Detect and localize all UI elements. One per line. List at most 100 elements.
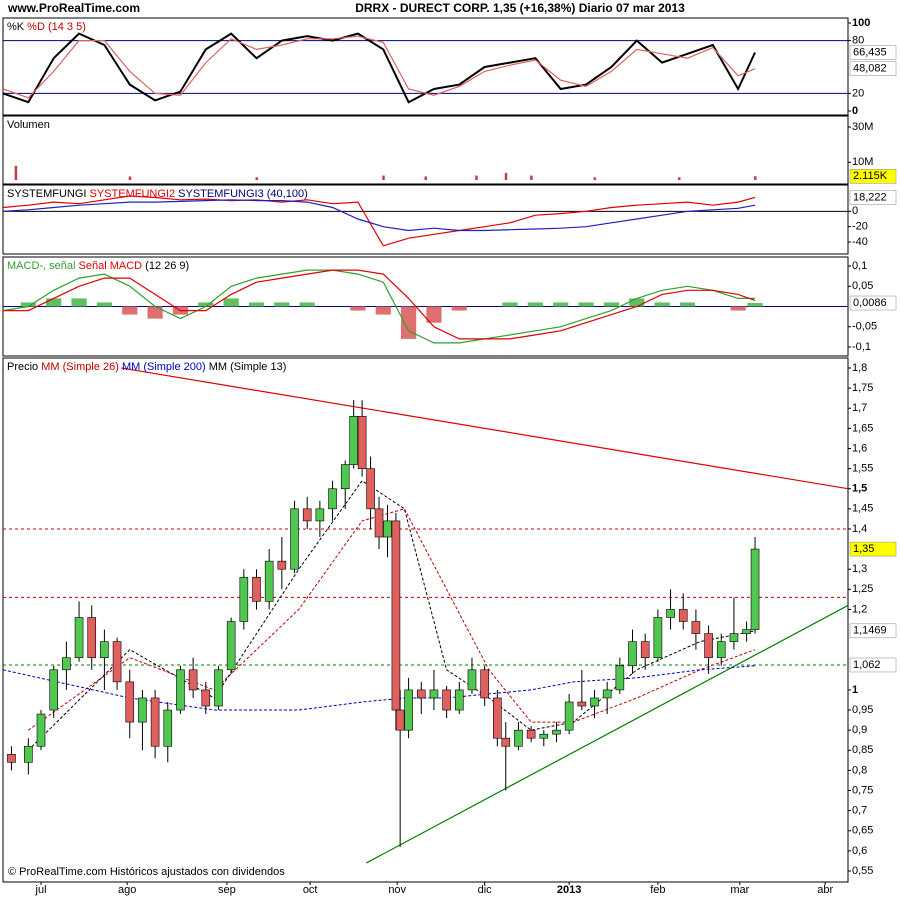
candle-body xyxy=(501,737,511,747)
histogram-bar xyxy=(747,303,763,307)
histogram-bar xyxy=(451,306,467,311)
candle-body xyxy=(653,617,663,659)
title-part: MM (Simple 200) xyxy=(122,361,209,373)
panel-title: MACD-, señal Señal MACD (12 26 9) xyxy=(7,260,189,272)
x-tick-label: jul xyxy=(35,884,47,896)
last-value-label-bg xyxy=(849,169,897,184)
candle-body xyxy=(467,669,477,691)
histogram-bar xyxy=(20,302,36,307)
last-value-label-bg xyxy=(849,61,897,76)
candle-body xyxy=(100,641,109,659)
histogram-bar xyxy=(603,302,620,307)
candle-body xyxy=(640,641,650,659)
candle-body xyxy=(750,548,760,630)
volume-bar xyxy=(382,175,385,180)
histogram-bar xyxy=(299,302,315,307)
site-link[interactable]: www.ProRealTime.com xyxy=(7,1,140,15)
histogram-bar xyxy=(198,302,214,307)
last-value-label-group: 18,222 xyxy=(849,190,897,205)
last-value-label: 66,435 xyxy=(853,46,887,58)
candle-body xyxy=(7,754,16,763)
candle-body xyxy=(49,669,59,711)
histogram-bar xyxy=(679,302,696,307)
y-tick-label: 80 xyxy=(852,35,864,47)
candle-body xyxy=(514,729,523,747)
volume-bar xyxy=(14,165,18,180)
histogram-bar xyxy=(502,302,518,307)
last-value-label-group: 2.115K xyxy=(849,169,897,184)
last-value-label-bg xyxy=(849,623,897,639)
last-value-label: 2.115K xyxy=(853,170,888,182)
candle-body xyxy=(539,733,549,739)
candle-body xyxy=(429,689,439,699)
panel-frame xyxy=(2,357,849,883)
candle-body xyxy=(138,697,147,723)
y-tick-label: 0,65 xyxy=(852,825,873,837)
y-tick-label: 0,85 xyxy=(852,744,873,756)
candle-body xyxy=(742,629,751,634)
y-tick-label: 0,7 xyxy=(852,805,867,817)
series-line xyxy=(3,32,756,104)
candle-body xyxy=(302,508,312,522)
last-value-label: 48,082 xyxy=(853,63,887,75)
candle-body xyxy=(404,689,413,731)
candle-body xyxy=(226,621,236,671)
volume-bar xyxy=(475,175,478,180)
candle-body xyxy=(493,697,502,739)
histogram-bar xyxy=(629,298,645,307)
title-part: MACD-, señal xyxy=(7,260,79,272)
candle-body xyxy=(395,709,405,731)
title-part: %K xyxy=(7,21,25,33)
last-value-label: 18,222 xyxy=(853,191,887,203)
title-part: Precio xyxy=(7,361,41,373)
series-line xyxy=(3,269,755,344)
y-tick-label: 1,6 xyxy=(852,442,867,454)
y-tick-label: 0 xyxy=(852,105,858,117)
y-tick-label: 1,55 xyxy=(852,463,873,475)
y-tick-label: 0,55 xyxy=(852,865,873,877)
y-tick-label: 0,9 xyxy=(852,724,867,736)
candle-body xyxy=(442,689,451,711)
candle-body xyxy=(564,701,574,731)
panel-title: %K %D (14 3 5) xyxy=(7,21,86,33)
last-value-label-bg xyxy=(849,295,897,311)
x-tick-label: sep xyxy=(218,884,236,896)
candle-body xyxy=(716,641,726,659)
candle-body xyxy=(383,520,392,538)
candle-body xyxy=(176,669,185,711)
candle-body xyxy=(214,669,223,707)
series-line xyxy=(3,269,756,340)
y-tick-label: 1,4 xyxy=(852,523,867,535)
histogram-bar xyxy=(96,302,113,307)
y-tick-label: 1 xyxy=(852,684,858,696)
y-tick-label: 0,1 xyxy=(852,260,867,272)
candle-body xyxy=(729,633,739,642)
x-tick-label: 2013 xyxy=(557,884,581,896)
level-label: 1,062 xyxy=(853,659,881,671)
candle-body xyxy=(374,508,384,538)
volume-bar xyxy=(530,175,533,180)
candle-body xyxy=(577,701,587,707)
histogram-bar xyxy=(274,302,290,307)
last-value-label-group: 0,0086 xyxy=(849,295,897,311)
level-label-group: 1,062 xyxy=(849,657,897,673)
x-tick-label: ago xyxy=(118,884,136,896)
candle-body xyxy=(328,488,337,510)
histogram-bar xyxy=(122,306,138,315)
x-tick-label: feb xyxy=(650,884,665,896)
last-value-label: 1,1469 xyxy=(853,625,887,637)
title-part: Volumen xyxy=(7,119,50,131)
title-part: MM (Simple 26) xyxy=(41,361,122,373)
y-tick-label: 1,5 xyxy=(852,483,867,495)
last-value-label-group: 48,082 xyxy=(849,61,897,76)
histogram-bar xyxy=(400,306,417,339)
title-part: Señal MACD xyxy=(79,260,146,272)
volume-bar xyxy=(255,177,258,180)
y-tick-label: -0,05 xyxy=(852,321,877,333)
last-value-label: 0,0086 xyxy=(853,297,887,309)
candle-body xyxy=(87,617,97,659)
y-tick-label: 10M xyxy=(852,156,873,168)
candle-body xyxy=(290,508,299,570)
series-line xyxy=(3,195,756,247)
